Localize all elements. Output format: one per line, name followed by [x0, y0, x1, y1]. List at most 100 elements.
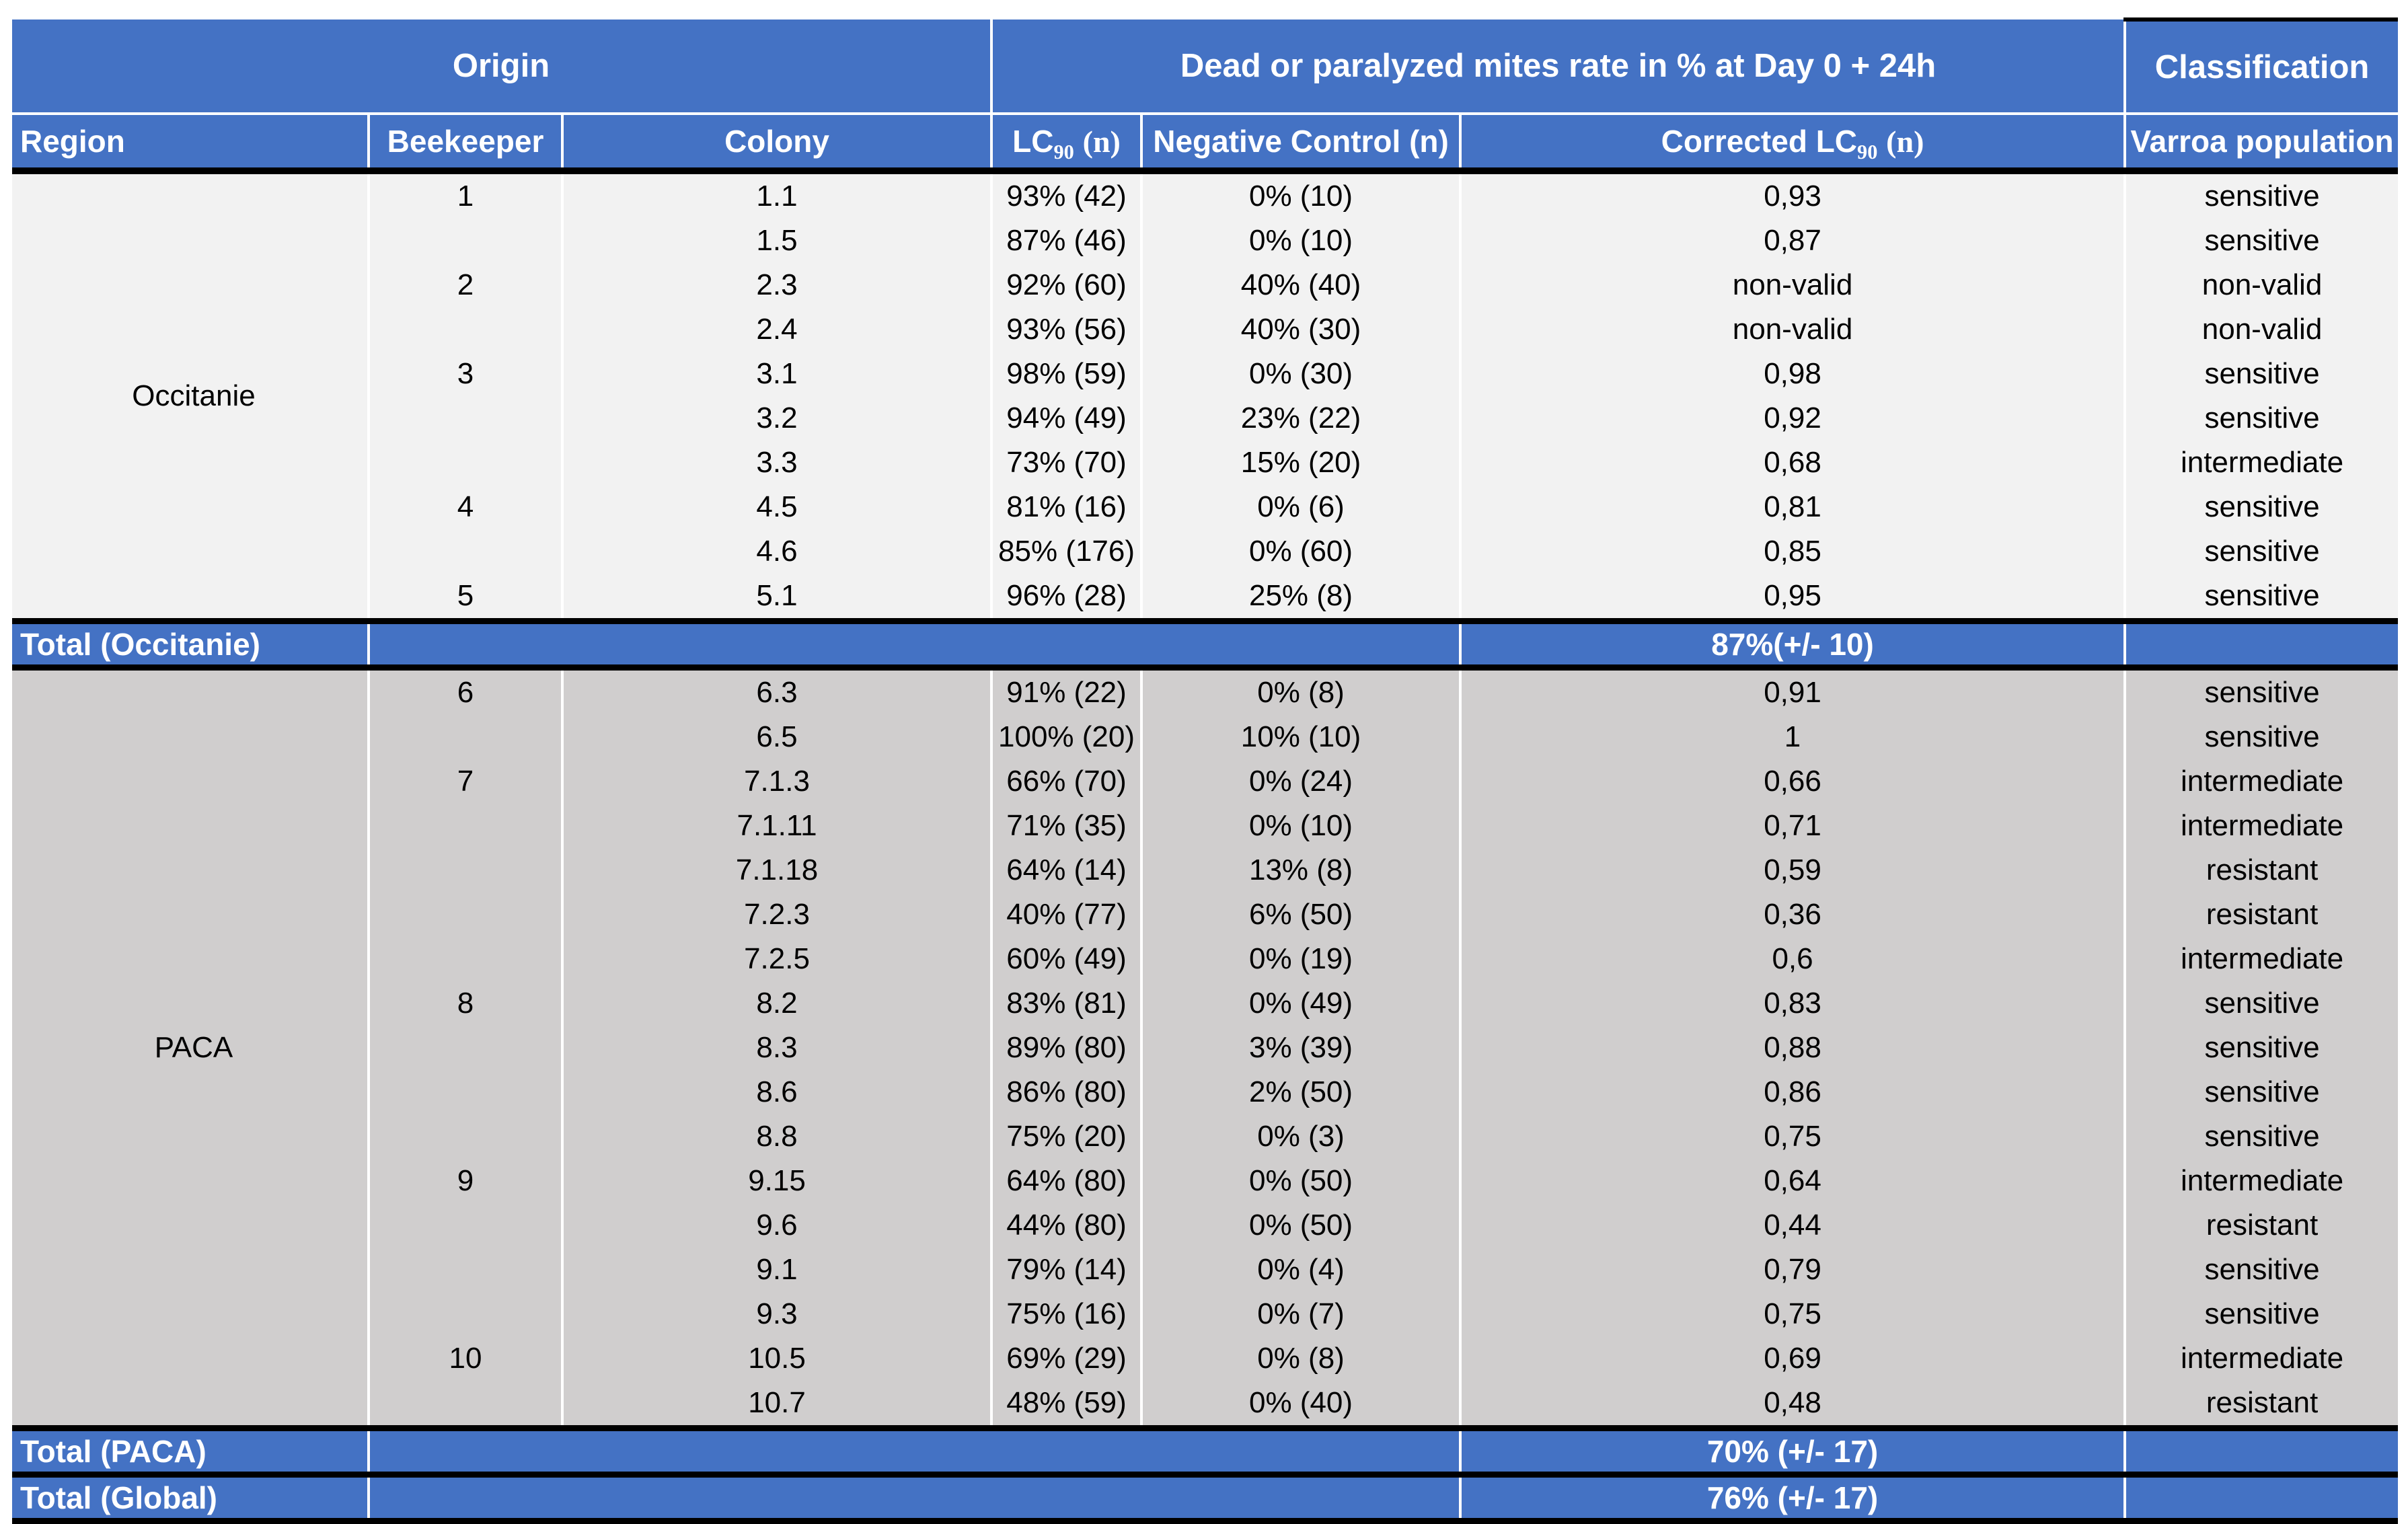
lc90-cell: 73% (70): [990, 441, 1142, 485]
total-label-cell: Total (Global): [12, 1472, 369, 1524]
beekeeper-cell: 2: [367, 263, 562, 307]
beekeeper-cell: 10: [367, 1336, 562, 1381]
colony-cell: 10.7: [560, 1381, 992, 1428]
table-row: 9.1 79% (14) 0% (4) 0,79 sensitive: [12, 1248, 2399, 1292]
total-blank-cell: [367, 618, 1461, 671]
beekeeper-cell: 8: [367, 981, 562, 1026]
classification-cell: sensitive: [2123, 171, 2399, 219]
classification-cell: sensitive: [2123, 352, 2399, 396]
colony-cell: 7.1.18: [560, 848, 992, 892]
negative-control-cell: 15% (20): [1140, 441, 1461, 485]
total-row: Total (PACA) 70% (+/- 17): [12, 1425, 2399, 1478]
lc90-label-prefix: LC: [1012, 124, 1054, 159]
corrected-cell: 1: [1459, 715, 2125, 759]
table-body: Occitanie 1 1.1 93% (42) 0% (10) 0,93 sensitiv…: [12, 171, 2399, 1524]
colony-cell: 6.3: [560, 667, 992, 715]
colony-cell: 9.6: [560, 1203, 992, 1248]
table-row: 7.2.3 40% (77) 6% (50) 0,36 resistant: [12, 892, 2399, 937]
global-total-row: Total (Global) 76% (+/- 17): [12, 1472, 2399, 1524]
beekeeper-cell: 3: [367, 352, 562, 396]
lc90-cell: 75% (16): [990, 1292, 1142, 1336]
negative-control-cell: 0% (10): [1140, 219, 1461, 263]
table-row: 9.3 75% (16) 0% (7) 0,75 sensitive: [12, 1292, 2399, 1336]
classification-cell: sensitive: [2123, 1114, 2399, 1159]
classification-cell: sensitive: [2123, 981, 2399, 1026]
corrected-cell: 0,88: [1459, 1026, 2125, 1070]
negative-control-cell: 10% (10): [1140, 715, 1461, 759]
lc90-cell: 87% (46): [990, 219, 1142, 263]
classification-cell: intermediate: [2123, 804, 2399, 848]
colony-cell: 1.1: [560, 171, 992, 219]
negative-control-cell: 0% (50): [1140, 1203, 1461, 1248]
beekeeper-cell: 4: [367, 485, 562, 529]
beekeeper-cell: [367, 1248, 562, 1292]
lc90-label-subscript: 90: [1053, 141, 1074, 164]
origin-group-header: Origin: [12, 20, 992, 115]
corrected-cell: non-valid: [1459, 263, 2125, 307]
lc90-cell: 89% (80): [990, 1026, 1142, 1070]
total-row: Total (Occitanie) 87%(+/- 10): [12, 618, 2399, 671]
total-blank-cell: [2123, 1425, 2399, 1478]
classification-cell: resistant: [2123, 1381, 2399, 1428]
corrected-cell: 0,92: [1459, 396, 2125, 441]
lc90-cell: 60% (49): [990, 937, 1142, 981]
colony-cell: 2.4: [560, 307, 992, 352]
corrected-cell: 0,6: [1459, 937, 2125, 981]
lc90-cell: 100% (20): [990, 715, 1142, 759]
lc90-cell: 64% (14): [990, 848, 1142, 892]
corrected-cell: 0,93: [1459, 171, 2125, 219]
table-row: 9 9.15 64% (80) 0% (50) 0,64 intermediate: [12, 1159, 2399, 1203]
table-row: PACA 6 6.3 91% (22) 0% (8) 0,91 sensitive: [12, 667, 2399, 1064]
beekeeper-cell: [367, 1026, 562, 1070]
corrected-cell: 0,59: [1459, 848, 2125, 892]
corrected-cell: 0,81: [1459, 485, 2125, 529]
colony-cell: 9.15: [560, 1159, 992, 1203]
table-row: 7.2.5 60% (49) 0% (19) 0,6 intermediate: [12, 937, 2399, 981]
beekeeper-cell: 1: [367, 171, 562, 219]
colony-cell: 7.2.5: [560, 937, 992, 981]
lc90-cell: 98% (59): [990, 352, 1142, 396]
corrected-cell: 0,69: [1459, 1336, 2125, 1381]
corrected-cell: 0,87: [1459, 219, 2125, 263]
beekeeper-cell: [367, 1292, 562, 1336]
lc90-cell: 81% (16): [990, 485, 1142, 529]
colony-cell: 8.6: [560, 1070, 992, 1114]
colony-cell: 7.2.3: [560, 892, 992, 937]
colony-cell: 4.6: [560, 529, 992, 574]
beekeeper-cell: 6: [367, 667, 562, 715]
lc90-cell: 86% (80): [990, 1070, 1142, 1114]
lc90-cell: 71% (35): [990, 804, 1142, 848]
classification-cell: sensitive: [2123, 1248, 2399, 1292]
lc90-label-n: (n): [1082, 124, 1121, 159]
table-row: 7 7.1.3 66% (70) 0% (24) 0,66 intermediate: [12, 759, 2399, 804]
lc90-cell: 92% (60): [990, 263, 1142, 307]
colony-cell: 2.3: [560, 263, 992, 307]
colony-cell: 8.3: [560, 1026, 992, 1070]
corrected-cell: 0,91: [1459, 667, 2125, 715]
beekeeper-cell: 5: [367, 574, 562, 621]
total-blank-cell: [2123, 1472, 2399, 1524]
lc90-cell: 83% (81): [990, 981, 1142, 1026]
table-row: 9.6 44% (80) 0% (50) 0,44 resistant: [12, 1203, 2399, 1248]
lc90-cell: 75% (20): [990, 1114, 1142, 1159]
table-row: 4.6 85% (176) 0% (60) 0,85 sensitive: [12, 529, 2399, 574]
beekeeper-cell: [367, 396, 562, 441]
lc90-cell: 48% (59): [990, 1381, 1142, 1428]
classification-cell: intermediate: [2123, 441, 2399, 485]
beekeeper-cell: [367, 1070, 562, 1114]
table-row: 8.8 75% (20) 0% (3) 0,75 sensitive: [12, 1114, 2399, 1159]
negative-control-cell: 0% (10): [1140, 804, 1461, 848]
negative-control-cell: 3% (39): [1140, 1026, 1461, 1070]
lc90-cell: 94% (49): [990, 396, 1142, 441]
negative-control-cell: 0% (8): [1140, 1336, 1461, 1381]
total-value-cell: 87%(+/- 10): [1459, 618, 2125, 671]
lc90-cell: 91% (22): [990, 667, 1142, 715]
negative-control-cell: 0% (49): [1140, 981, 1461, 1026]
corrected-cell: 0,48: [1459, 1381, 2125, 1428]
colony-cell: 1.5: [560, 219, 992, 263]
corrected-cell: 0,68: [1459, 441, 2125, 485]
colony-cell: 9.1: [560, 1248, 992, 1292]
beekeeper-cell: [367, 1381, 562, 1428]
classification-cell: sensitive: [2123, 715, 2399, 759]
